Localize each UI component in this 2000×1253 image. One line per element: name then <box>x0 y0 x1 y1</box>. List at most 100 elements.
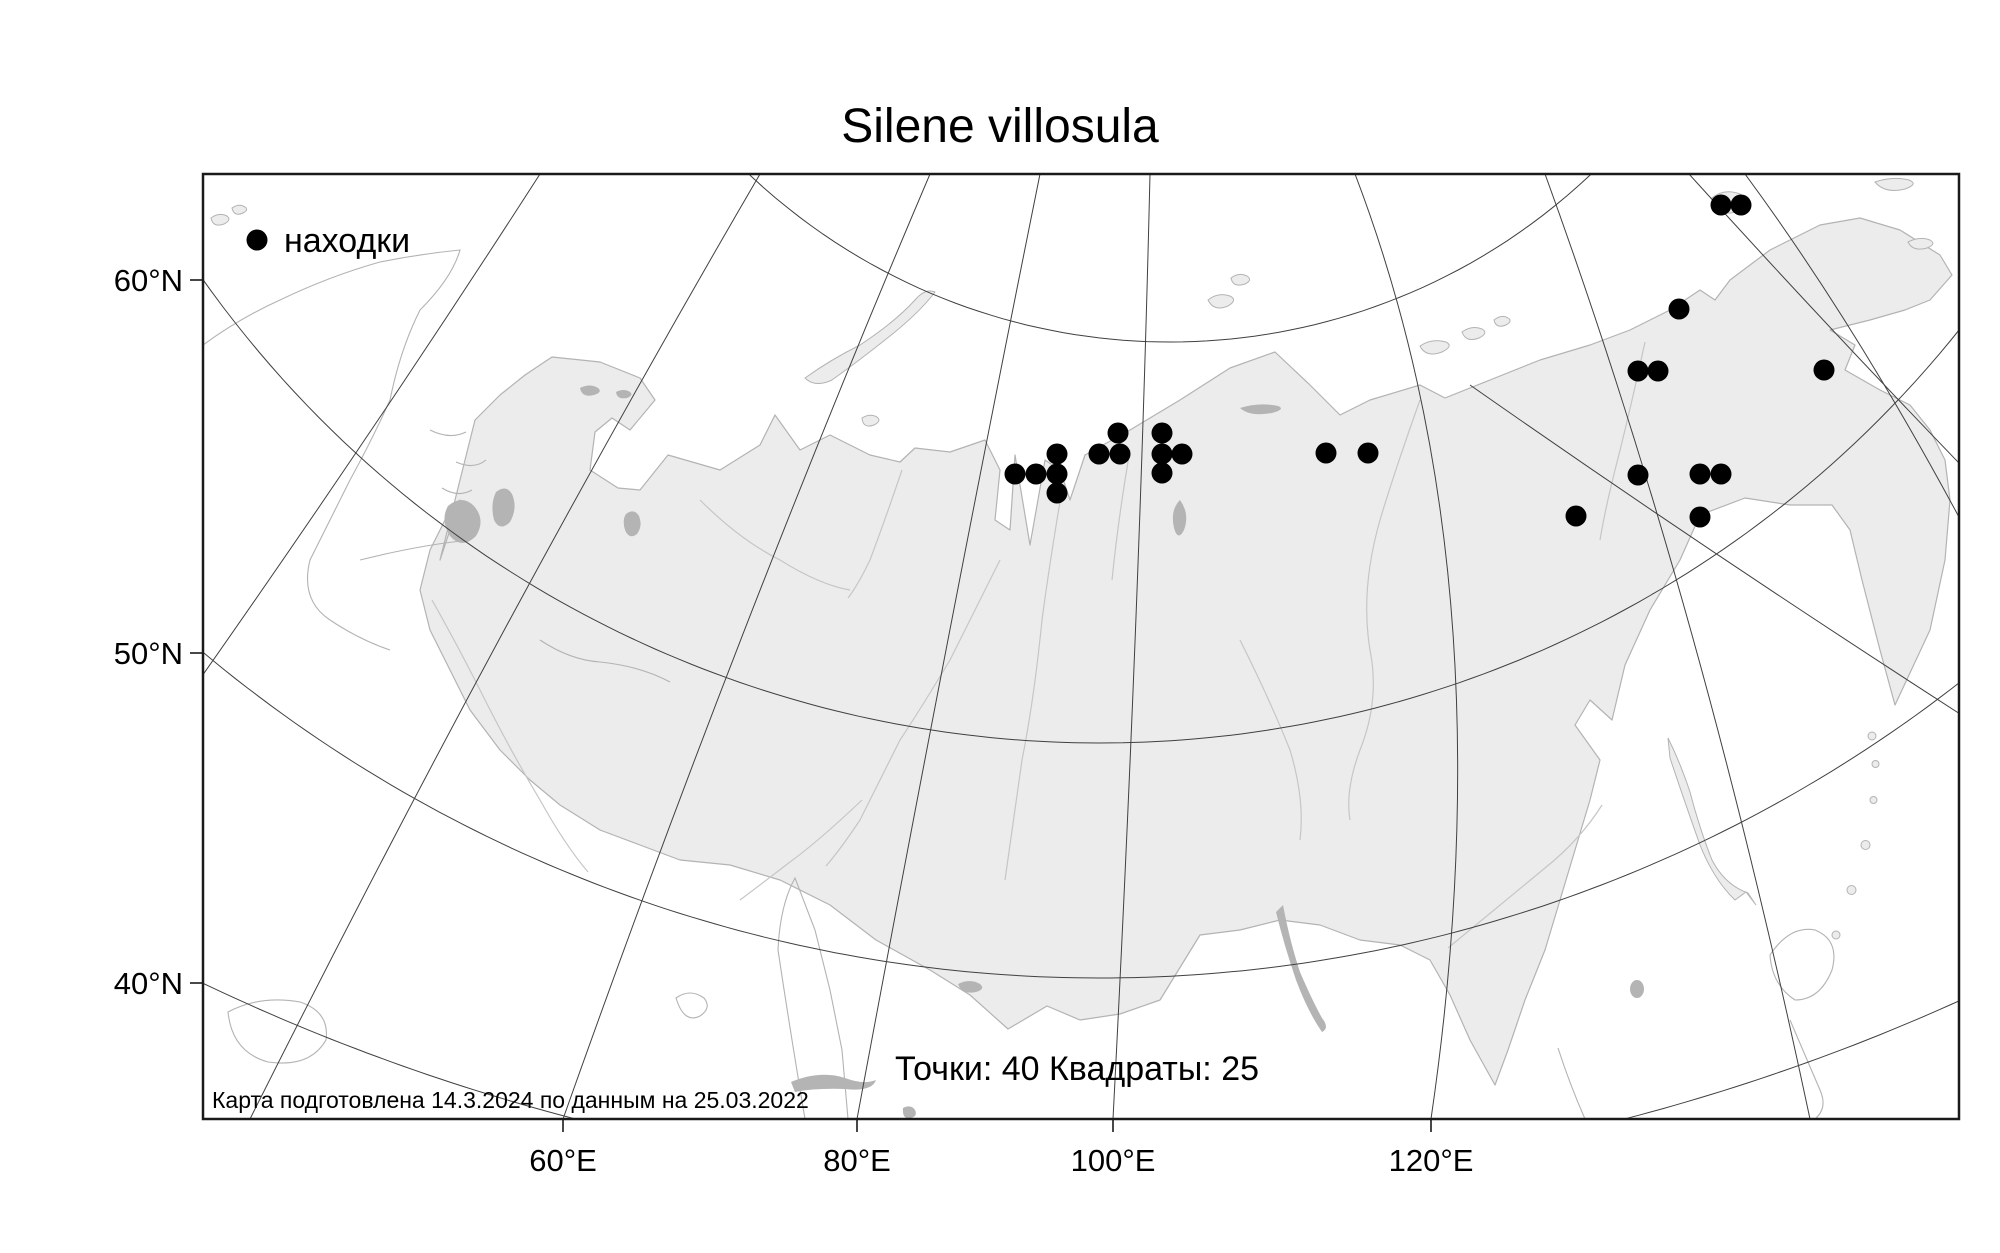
parallel-60N <box>203 278 1959 744</box>
island <box>1907 237 1934 250</box>
coastline-outline <box>1789 1019 1824 1119</box>
lake <box>492 488 515 527</box>
occurrence-dot <box>1730 194 1752 216</box>
island <box>804 290 936 384</box>
meridian-80E <box>856 174 1041 1119</box>
legend-label: находки <box>284 222 410 260</box>
left-axis-label: 60°N <box>114 263 183 298</box>
occurrence-dot <box>1107 422 1129 444</box>
coastline-outline <box>1769 928 1835 1001</box>
river <box>825 559 1001 867</box>
axes: 60°N 50°N 40°N 60°E 80°E 100°E 120°E <box>114 263 1474 1178</box>
occurrence-dot <box>1151 422 1173 444</box>
meridian-40E <box>249 174 761 1119</box>
lake <box>444 500 481 543</box>
island <box>231 204 248 215</box>
island <box>1874 177 1914 191</box>
occurrence-dot <box>1689 506 1711 528</box>
occurrence-dot <box>1088 443 1110 465</box>
lake <box>1630 980 1644 998</box>
map-title: Silene villosula <box>841 100 1159 153</box>
coastline-outline <box>227 999 328 1064</box>
island <box>1869 796 1878 804</box>
russia-landmass <box>419 217 1953 1086</box>
river <box>1447 804 1603 949</box>
graticule-layer <box>203 174 1959 1119</box>
river <box>1111 449 1131 581</box>
legend-point-icon <box>246 229 268 251</box>
occurrence-dot <box>1046 482 1068 504</box>
coastline-outline <box>675 992 708 1019</box>
coastline-outline <box>429 429 487 495</box>
island <box>1860 840 1871 850</box>
island <box>861 414 880 427</box>
meridian-60E <box>562 174 931 1119</box>
river <box>699 499 851 591</box>
lake <box>1276 905 1326 1032</box>
island <box>1867 731 1877 741</box>
bottom-axis-label: 120°E <box>1389 1143 1474 1178</box>
island <box>1846 885 1857 895</box>
occurrence-dot <box>1151 443 1173 465</box>
map-caption: Карта подготовлена 14.3.2024 по данным н… <box>212 1087 809 1113</box>
rivers-layer <box>431 341 1646 949</box>
river <box>739 799 863 901</box>
lake <box>580 385 600 396</box>
occurrence-dot <box>1357 442 1379 464</box>
river <box>1004 489 1063 881</box>
lake <box>791 1074 876 1092</box>
occurrence-dot <box>1151 462 1173 484</box>
stats-line: Точки: 40 Квадраты: 25 <box>895 1050 1259 1088</box>
occurrence-dot <box>1647 360 1669 382</box>
bottom-axis-label: 80°E <box>823 1143 891 1178</box>
lake <box>902 1106 916 1119</box>
occurrence-dot <box>1710 194 1732 216</box>
meridian-140E <box>1544 174 1811 1119</box>
meridian-170W <box>1469 384 1959 714</box>
lake <box>1172 500 1187 536</box>
lakes-layer <box>444 385 1644 1119</box>
lake <box>623 511 641 537</box>
lake <box>616 390 632 399</box>
meridian-160E <box>1744 174 1959 519</box>
left-axis-label: 50°N <box>114 636 183 671</box>
river <box>1348 399 1421 821</box>
occurrence-dot <box>1627 360 1649 382</box>
island <box>1831 930 1841 940</box>
coastline-outline <box>203 249 461 651</box>
parallel-50N <box>203 651 1959 979</box>
coastline-outline <box>1557 1047 1586 1119</box>
occurrence-dot <box>1668 298 1690 320</box>
meridian-20E <box>203 174 541 676</box>
lake <box>1240 404 1281 415</box>
occurrence-dot <box>1710 463 1732 485</box>
island <box>210 213 230 226</box>
occurrence-dot <box>1627 464 1649 486</box>
occurrence-dot <box>1689 463 1711 485</box>
occurrence-dot <box>1025 463 1047 485</box>
island <box>1461 327 1486 340</box>
meridian-120E <box>1354 174 1459 1119</box>
bottom-axis-label: 60°E <box>529 1143 597 1178</box>
parallel-40N <box>203 982 1959 1119</box>
lake <box>958 981 983 993</box>
occurrence-dot <box>1315 442 1337 464</box>
occurrence-dot <box>1813 359 1835 381</box>
island <box>1230 273 1251 286</box>
occurrence-dot <box>1046 463 1068 485</box>
left-axis-label: 40°N <box>114 966 183 1001</box>
occurrence-dot <box>1046 443 1068 465</box>
occurrence-dot <box>1171 443 1193 465</box>
parallel-70N <box>748 174 1592 343</box>
legend: находки <box>246 222 410 260</box>
occurrence-dot <box>1565 505 1587 527</box>
island <box>1667 737 1757 906</box>
river <box>431 599 589 873</box>
meridian-100E <box>1112 174 1151 1119</box>
island <box>1207 294 1234 309</box>
map-frame <box>201 172 1961 1121</box>
occurrence-points-layer <box>1004 194 1835 528</box>
island <box>1871 760 1880 768</box>
